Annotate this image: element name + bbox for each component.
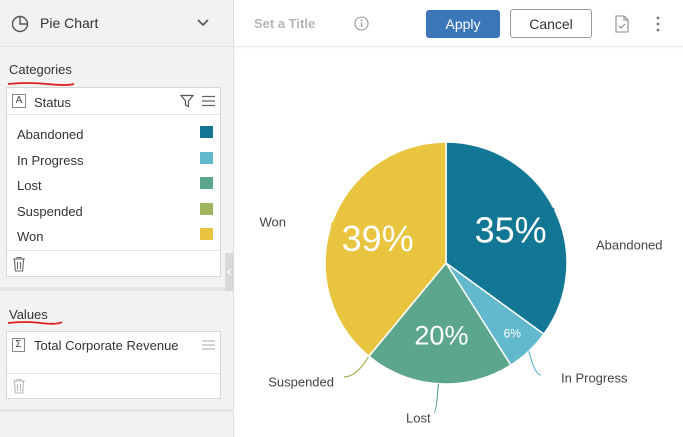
chart-type-label: Pie Chart [40, 15, 99, 31]
pie-category-label-lost: Lost [406, 411, 431, 426]
pie-category-label-won: Won [260, 215, 287, 230]
hamburger-menu-icon[interactable] [202, 95, 215, 107]
categories-section-title: Categories [9, 62, 72, 77]
values-section-title: Values [9, 307, 48, 322]
apply-button[interactable]: Apply [426, 10, 500, 38]
values-field-row[interactable]: Σ Total Corporate Revenue [7, 332, 220, 374]
color-swatch[interactable] [200, 202, 213, 215]
pie-category-label-in-progress: In Progress [561, 371, 628, 386]
chart-toolbar: Set a Title Apply Cancel [234, 0, 683, 47]
chevron-down-icon[interactable] [196, 18, 210, 28]
section-divider [0, 287, 233, 291]
category-label: Suspended [17, 203, 83, 219]
measure-type-badge: Σ [12, 338, 25, 352]
pie-slice-value-label: 20% [414, 320, 468, 350]
collapse-panel-handle[interactable] [225, 253, 234, 291]
categories-box: A Status Abandoned In Progress [6, 87, 221, 277]
categories-field-name: Status [34, 95, 71, 110]
category-item-abandoned[interactable]: Abandoned [7, 123, 220, 149]
pie-slice-value-label: 6% [504, 327, 522, 341]
category-item-lost[interactable]: Lost [7, 174, 220, 200]
info-icon[interactable] [354, 16, 369, 31]
chart-title-input[interactable]: Set a Title [254, 16, 316, 31]
category-item-in-progress[interactable]: In Progress [7, 149, 220, 175]
more-options-icon[interactable] [656, 16, 660, 32]
pie-slice-value-label: 35% [475, 210, 547, 251]
red-underline-annotation [7, 82, 75, 86]
category-item-suspended[interactable]: Suspended [7, 200, 220, 226]
chevron-left-icon [227, 268, 232, 276]
trash-icon[interactable] [12, 378, 26, 394]
section-divider [0, 409, 233, 412]
cancel-button[interactable]: Cancel [510, 9, 592, 38]
color-swatch[interactable] [200, 126, 213, 138]
pie-slice-lost[interactable] [367, 261, 512, 385]
config-panel: Pie Chart Categories A Status [0, 0, 234, 437]
category-label: Abandoned [17, 127, 84, 142]
values-field-name: Total Corporate Revenue [34, 338, 179, 353]
pie-category-label-abandoned: Abandoned [596, 238, 663, 253]
callout-line [330, 221, 333, 228]
drag-handle-icon[interactable] [202, 339, 215, 351]
category-label: Won [17, 229, 44, 244]
pie-slice-value-label: 39% [342, 218, 414, 259]
pie-chart: 35% Abandoned 6% In Progress 20% Lost Suspende… [260, 141, 663, 426]
color-swatch[interactable] [200, 228, 213, 240]
color-swatch[interactable] [200, 151, 213, 164]
pie-chart-icon [11, 15, 29, 33]
trash-icon[interactable] [12, 256, 26, 272]
text-type-badge: A [12, 94, 26, 108]
values-trash-row [7, 374, 220, 398]
export-document-icon[interactable] [615, 15, 629, 33]
pie-category-label-suspended: Suspended [268, 375, 334, 390]
callout-line [550, 208, 555, 242]
callout-line [343, 355, 370, 378]
values-box: Σ Total Corporate Revenue [6, 331, 221, 399]
category-item-won[interactable]: Won [7, 225, 220, 251]
callout-line [433, 383, 440, 414]
category-label: In Progress [17, 152, 84, 168]
callout-line [528, 351, 542, 376]
category-label: Lost [17, 178, 42, 193]
chart-type-dropdown[interactable]: Pie Chart [0, 0, 233, 47]
categories-field-header: A Status [7, 88, 220, 115]
categories-trash-row [7, 250, 220, 276]
color-swatch[interactable] [200, 177, 213, 189]
red-underline-annotation [7, 321, 63, 325]
category-list: Abandoned In Progress Lost Suspended Won [7, 115, 220, 250]
filter-icon[interactable] [180, 94, 194, 108]
